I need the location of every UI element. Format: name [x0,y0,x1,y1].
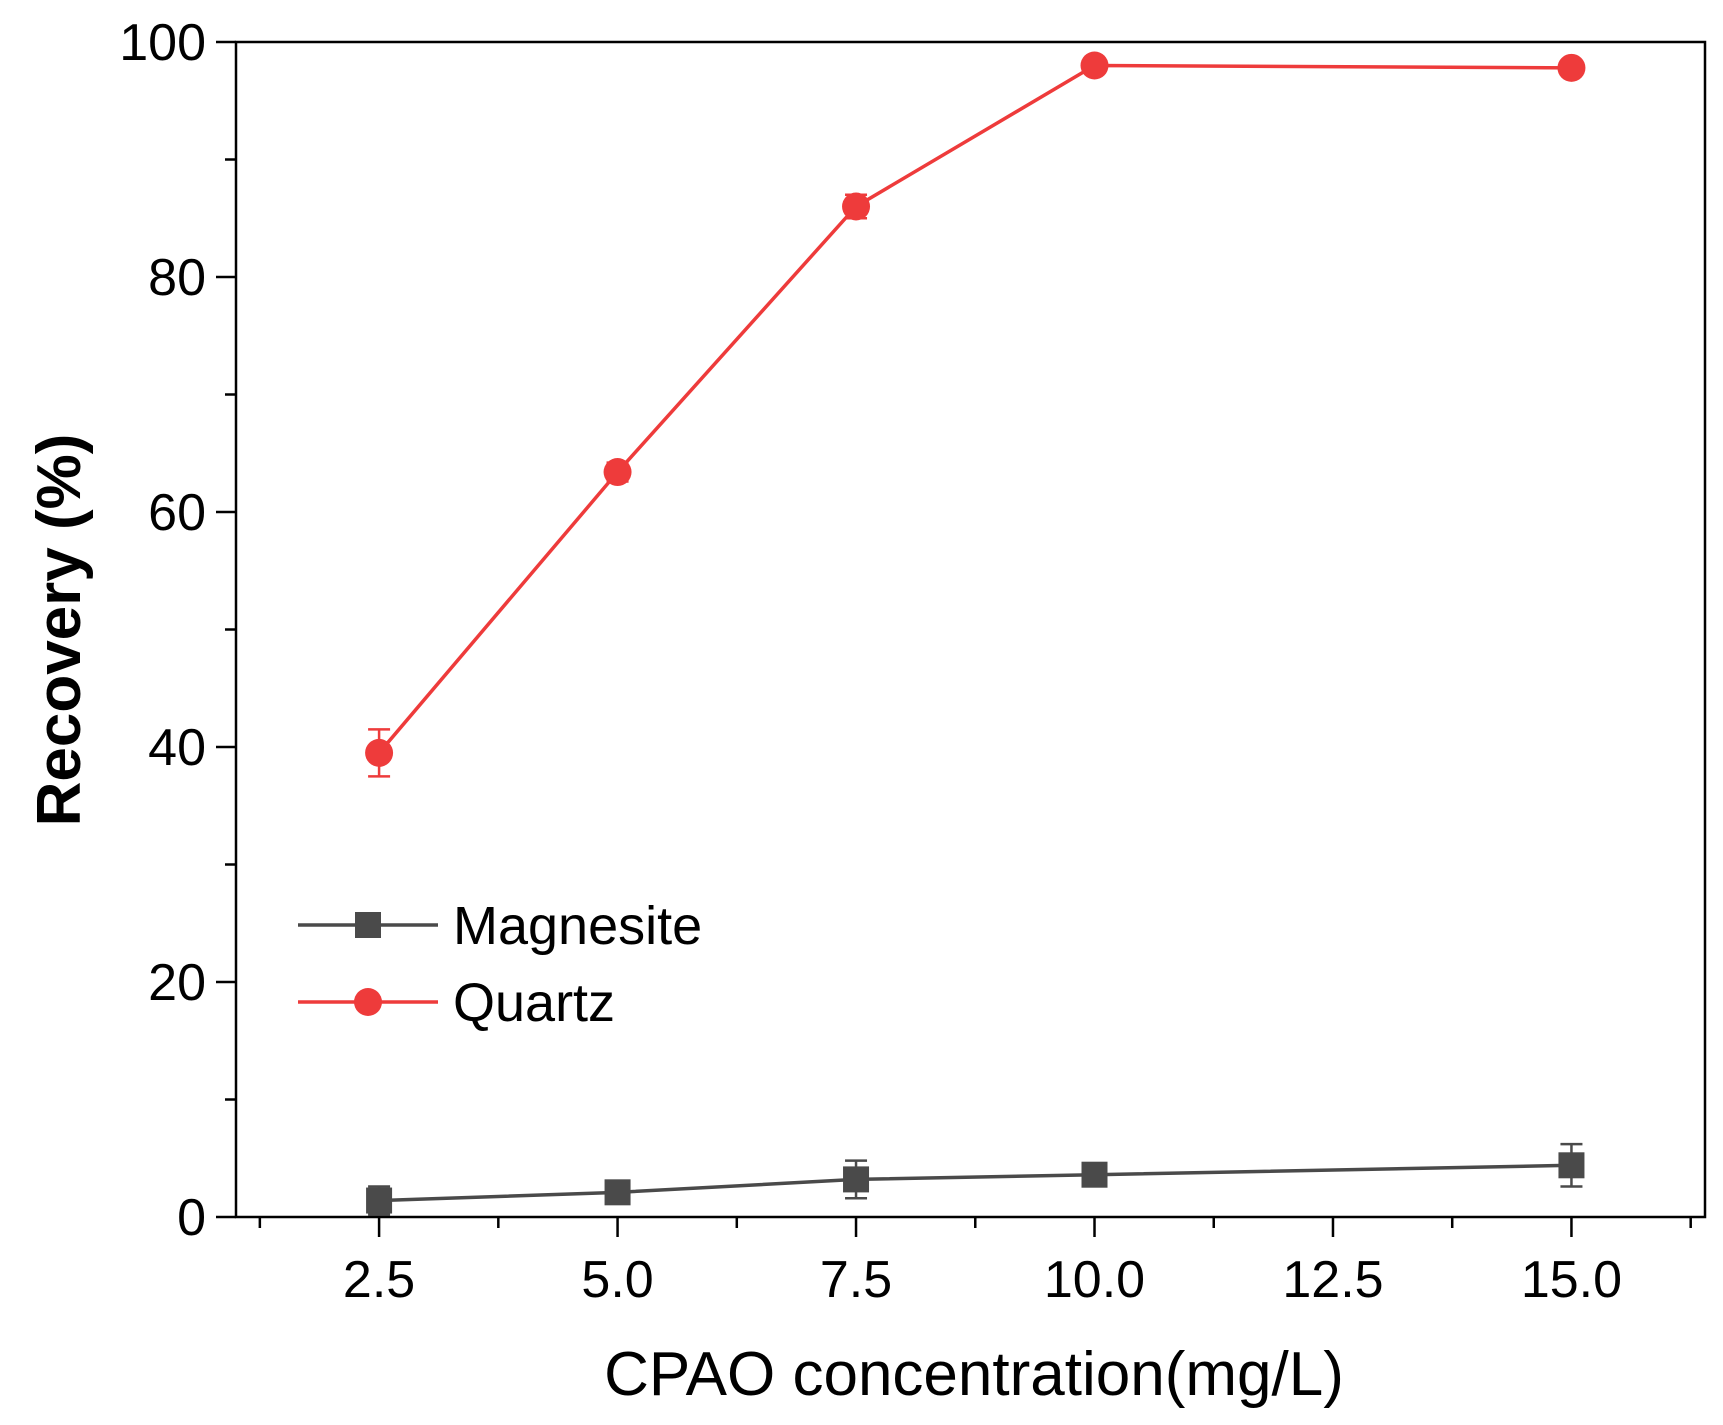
quartz-series [365,51,1586,778]
y-tick-label: 0 [177,1189,206,1247]
y-tick-label: 80 [148,249,206,307]
legend-item-magnesite: Magnesite [298,896,702,956]
magnesite-point [1558,1152,1585,1179]
y-tick-label: 60 [148,484,206,542]
x-tick-label: 2.5 [343,1251,415,1309]
tick-labels: 0 20 40 60 80 100 2.5 5.0 7.5 10.0 12.5 15.0 [119,14,1622,1309]
magnesite-point [1081,1161,1108,1188]
quartz-point [842,192,871,221]
y-tick-label: 100 [119,14,206,72]
legend-marker [355,912,381,938]
plot-frame [234,40,1707,1219]
y-axis-title: Recovery (%) [25,434,94,827]
legend-marker [354,988,382,1016]
y-tick-label: 40 [148,719,206,777]
quartz-point [1557,53,1586,82]
magnesite-line [379,1163,1572,1203]
quartz-point [603,458,632,487]
magnesite-point [604,1179,631,1206]
x-tick-label: 7.5 [820,1251,892,1309]
magnesite-point [366,1187,393,1214]
x-tick-label: 5.0 [581,1251,653,1309]
legend: Magnesite Quartz [298,896,702,1033]
x-tick-label: 12.5 [1282,1251,1383,1309]
quartz-line [377,63,1572,755]
y-tick-label: 20 [148,954,206,1012]
magnesite-point [843,1166,870,1193]
quartz-point [365,738,394,767]
legend-label: Magnesite [453,896,702,956]
legend-label: Quartz [453,973,615,1033]
axes [216,40,1707,1237]
x-axis-title: CPAO concentration(mg/L) [604,1340,1344,1409]
quartz-point [1080,51,1109,80]
legend-item-quartz: Quartz [298,973,615,1033]
x-tick-label: 15.0 [1521,1251,1622,1309]
series-layer [365,51,1586,1216]
magnesite-series [366,1142,1585,1216]
x-tick-label: 10.0 [1044,1251,1145,1309]
